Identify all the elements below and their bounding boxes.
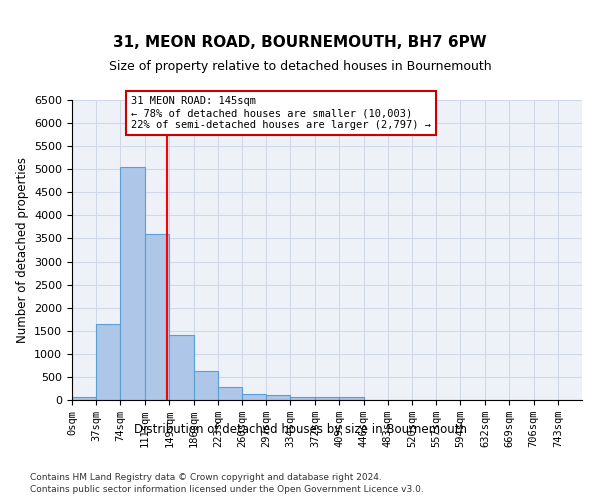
Y-axis label: Number of detached properties: Number of detached properties [16,157,29,343]
Bar [194,372,218,400]
Text: Distribution of detached houses by size in Bournemouth: Distribution of detached houses by size … [133,422,467,436]
Bar [315,398,340,400]
Bar [96,324,121,400]
Bar [145,234,169,400]
Bar [290,396,315,400]
Bar [266,396,290,400]
Bar [340,398,364,400]
Text: Contains public sector information licensed under the Open Government Licence v3: Contains public sector information licen… [30,485,424,494]
Text: 31 MEON ROAD: 145sqm
← 78% of detached houses are smaller (10,003)
22% of semi-d: 31 MEON ROAD: 145sqm ← 78% of detached h… [131,96,431,130]
Text: Size of property relative to detached houses in Bournemouth: Size of property relative to detached ho… [109,60,491,73]
Bar [121,167,145,400]
Bar [169,336,194,400]
Text: 31, MEON ROAD, BOURNEMOUTH, BH7 6PW: 31, MEON ROAD, BOURNEMOUTH, BH7 6PW [113,35,487,50]
Text: Contains HM Land Registry data © Crown copyright and database right 2024.: Contains HM Land Registry data © Crown c… [30,472,382,482]
Bar [242,394,266,400]
Bar [72,396,96,400]
Bar [218,386,242,400]
